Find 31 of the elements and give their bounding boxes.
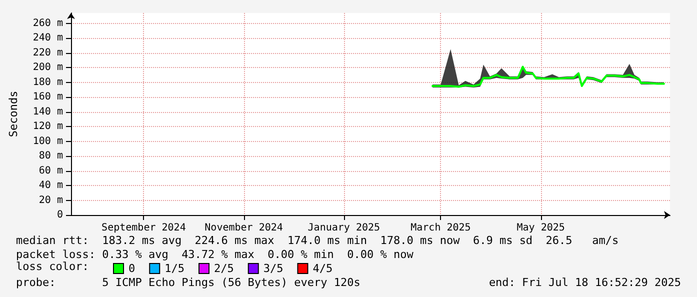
text: packet loss: 0.33 % avg 43.72 % max 0.00 % min 0.00 % now	[16, 248, 414, 261]
x-tick-label: March 2025	[410, 222, 471, 234]
y-tick-label: 160 m	[32, 92, 63, 103]
y-tick-label: 20 m	[38, 194, 63, 206]
text: median rtt: 183.2 ms avg 224.6 ms max 174.0 ms min 178.0 ms now 6.9 ms sd 26.5 am/s	[16, 234, 619, 247]
line-series	[432, 66, 665, 88]
y-tick-label: 180 m	[32, 76, 63, 88]
y-tick-label: 0	[56, 210, 63, 220]
y-tick-label: 220 m	[32, 47, 63, 58]
y-tick-label: 240 m	[32, 32, 63, 44]
text: end: Fri Jul 18 16:52:29 2025	[488, 276, 681, 289]
legend-label: 1/5	[164, 262, 184, 275]
y-tick-label: 140 m	[32, 106, 63, 118]
y-tick-label: 100 m	[32, 136, 63, 147]
legend-label: 2/5	[214, 262, 234, 275]
x-tick-label: May 2025	[516, 222, 565, 234]
x-tick-label: November 2024	[204, 222, 283, 234]
y-tick-label: 260 m	[32, 18, 63, 29]
y-tick-label: 80 m	[38, 150, 63, 162]
x-tick-label: September 2024	[102, 222, 186, 234]
y-axis-title: Seconds	[7, 90, 20, 138]
legend-label: 3/5	[263, 262, 284, 275]
text: probe: 5 ICMP Echo Pings (56 Bytes) every 120s	[16, 276, 360, 289]
y-tick-label: 120 m	[32, 121, 63, 132]
x-tick-label: January 2025	[308, 222, 380, 234]
legend-title: loss color:	[16, 260, 89, 273]
legend-label: 0	[128, 262, 136, 275]
y-tick-label: 60 m	[38, 165, 63, 176]
y-tick-label: 40 m	[38, 180, 63, 192]
legend-label: 4/5	[312, 262, 333, 275]
y-tick-label: 200 m	[32, 62, 63, 74]
